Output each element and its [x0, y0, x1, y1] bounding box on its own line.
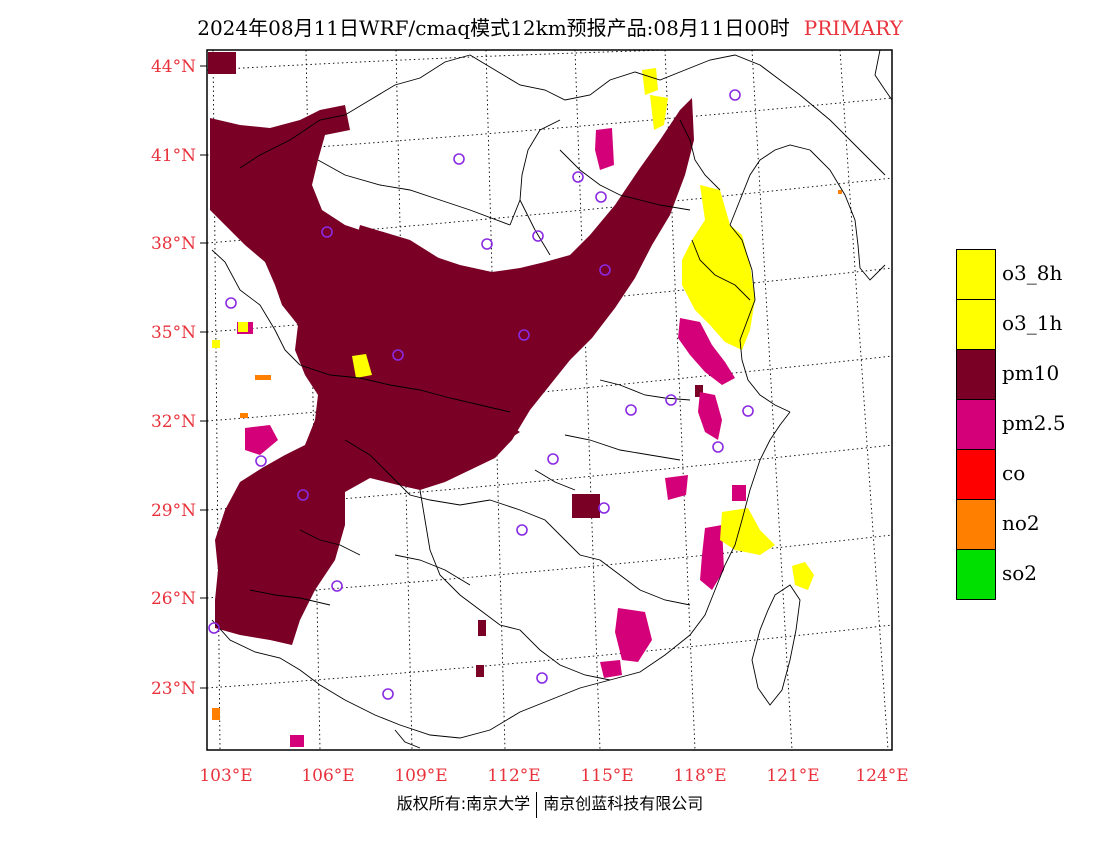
lat-label: 35°N — [151, 323, 196, 343]
lat-label: 32°N — [151, 412, 196, 432]
map-frame — [206, 49, 893, 751]
legend-label: no2 — [1002, 511, 1040, 535]
boundaries — [211, 50, 892, 749]
lon-label: 106°E — [301, 766, 354, 786]
stations — [208, 89, 754, 700]
legend-swatch — [956, 499, 996, 550]
pm10-region — [208, 52, 703, 677]
lon-label: 112°E — [487, 766, 540, 786]
axis-labels: 44°N 41°N 38°N 35°N 32°N 29°N 26°N 23°N 103°E 106… — [151, 57, 909, 786]
legend-label: pm2.5 — [1002, 411, 1066, 435]
lon-label: 121°E — [766, 766, 819, 786]
lon-label: 118°E — [673, 766, 726, 786]
no2-region — [212, 190, 842, 720]
lon-label: 115°E — [580, 766, 633, 786]
title-main: 2024年08月11日WRF/cmaq模式12km预报产品:08月11日00时 — [197, 16, 790, 40]
legend-label: so2 — [1002, 561, 1038, 585]
legend-swatch — [956, 349, 996, 400]
title-tag: PRIMARY — [803, 16, 903, 40]
lat-label: 23°N — [151, 679, 196, 699]
map-title: 2024年08月11日WRF/cmaq模式12km预报产品:08月11日00时 P… — [0, 12, 1100, 41]
legend-swatch — [956, 399, 996, 450]
legend-swatch — [956, 249, 996, 300]
lon-label: 103°E — [199, 766, 252, 786]
legend-label: co — [1002, 461, 1026, 485]
legend-swatch — [956, 549, 996, 600]
legend-swatch — [956, 449, 996, 500]
legend-swatch — [956, 299, 996, 350]
legend-label: o3_8h — [1002, 261, 1063, 285]
footer-separator — [536, 791, 538, 818]
lat-label: 41°N — [151, 146, 196, 166]
footer-right: 南京创蓝科技有限公司 — [543, 794, 704, 813]
copyright-footer: 版权所有:南京大学 南京创蓝科技有限公司 — [0, 790, 1100, 818]
lon-label: 124°E — [855, 766, 908, 786]
o3-region — [212, 68, 814, 590]
footer-left: 版权所有:南京大学 — [396, 794, 531, 813]
map-body — [207, 50, 892, 750]
lon-label: 109°E — [394, 766, 447, 786]
legend-label: pm10 — [1002, 361, 1060, 385]
legend-label: o3_1h — [1002, 311, 1063, 335]
lat-label: 38°N — [151, 234, 196, 254]
lat-label: 29°N — [151, 501, 196, 521]
lat-label: 26°N — [151, 589, 196, 609]
lat-label: 44°N — [151, 57, 196, 77]
